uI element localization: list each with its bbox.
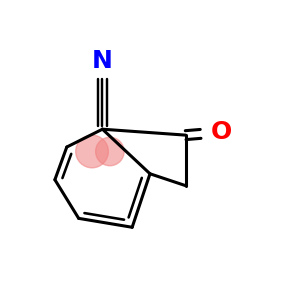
Circle shape (96, 137, 124, 166)
Text: O: O (211, 120, 232, 144)
Circle shape (76, 135, 108, 168)
Text: N: N (92, 49, 113, 73)
